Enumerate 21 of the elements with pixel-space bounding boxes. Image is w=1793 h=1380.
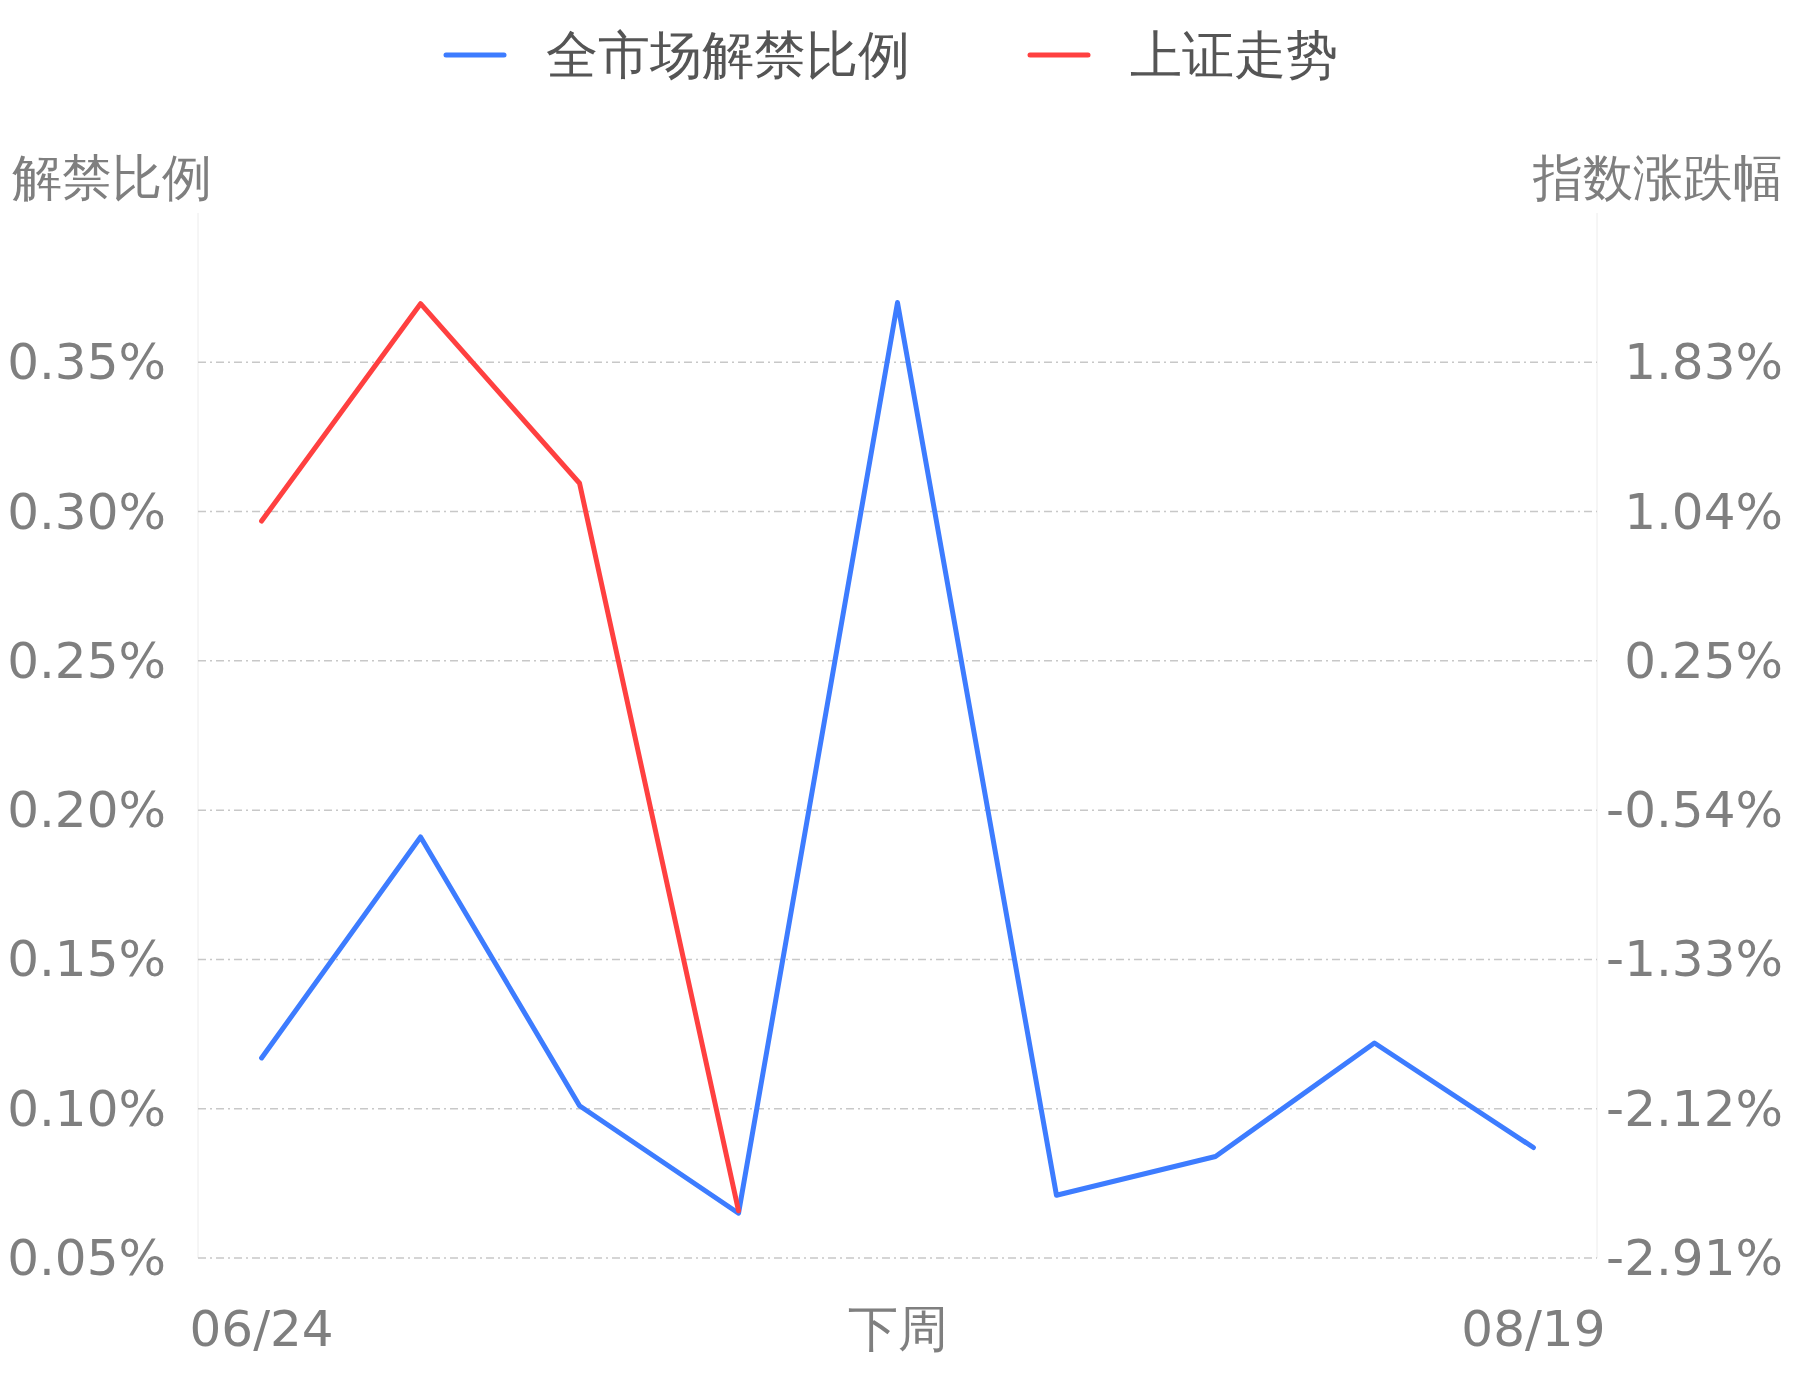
y-tick-label: 0.30% <box>7 482 166 541</box>
x-tick-label: 06/24 <box>189 1300 334 1358</box>
x-tick-label: 08/19 <box>1461 1300 1606 1358</box>
y2-tick-label: 0.25% <box>1624 631 1783 690</box>
y2-tick-label: 1.04% <box>1624 482 1783 541</box>
y2-tick-label: -2.91% <box>1606 1229 1783 1287</box>
x-tick-label: 下周 <box>847 1300 948 1358</box>
y-tick-label: 0.35% <box>7 333 166 392</box>
y2-axis-title: 指数涨跌幅 <box>1532 149 1783 207</box>
legend-label: 全市场解禁比例 <box>546 25 910 85</box>
y2-tick-label: -2.12% <box>1606 1079 1783 1138</box>
legend-label: 上证走势 <box>1130 25 1338 85</box>
y2-tick-label: -1.33% <box>1606 930 1783 989</box>
y2-tick-label: -0.54% <box>1606 781 1783 840</box>
y-tick-label: 0.10% <box>7 1079 166 1138</box>
y-tick-label: 0.25% <box>7 631 166 690</box>
y2-tick-label: 1.83% <box>1624 333 1783 392</box>
y-tick-label: 0.05% <box>7 1229 166 1287</box>
y-tick-label: 0.20% <box>7 781 166 840</box>
y-axis-title: 解禁比例 <box>12 149 212 207</box>
y-tick-label: 0.15% <box>7 930 166 989</box>
